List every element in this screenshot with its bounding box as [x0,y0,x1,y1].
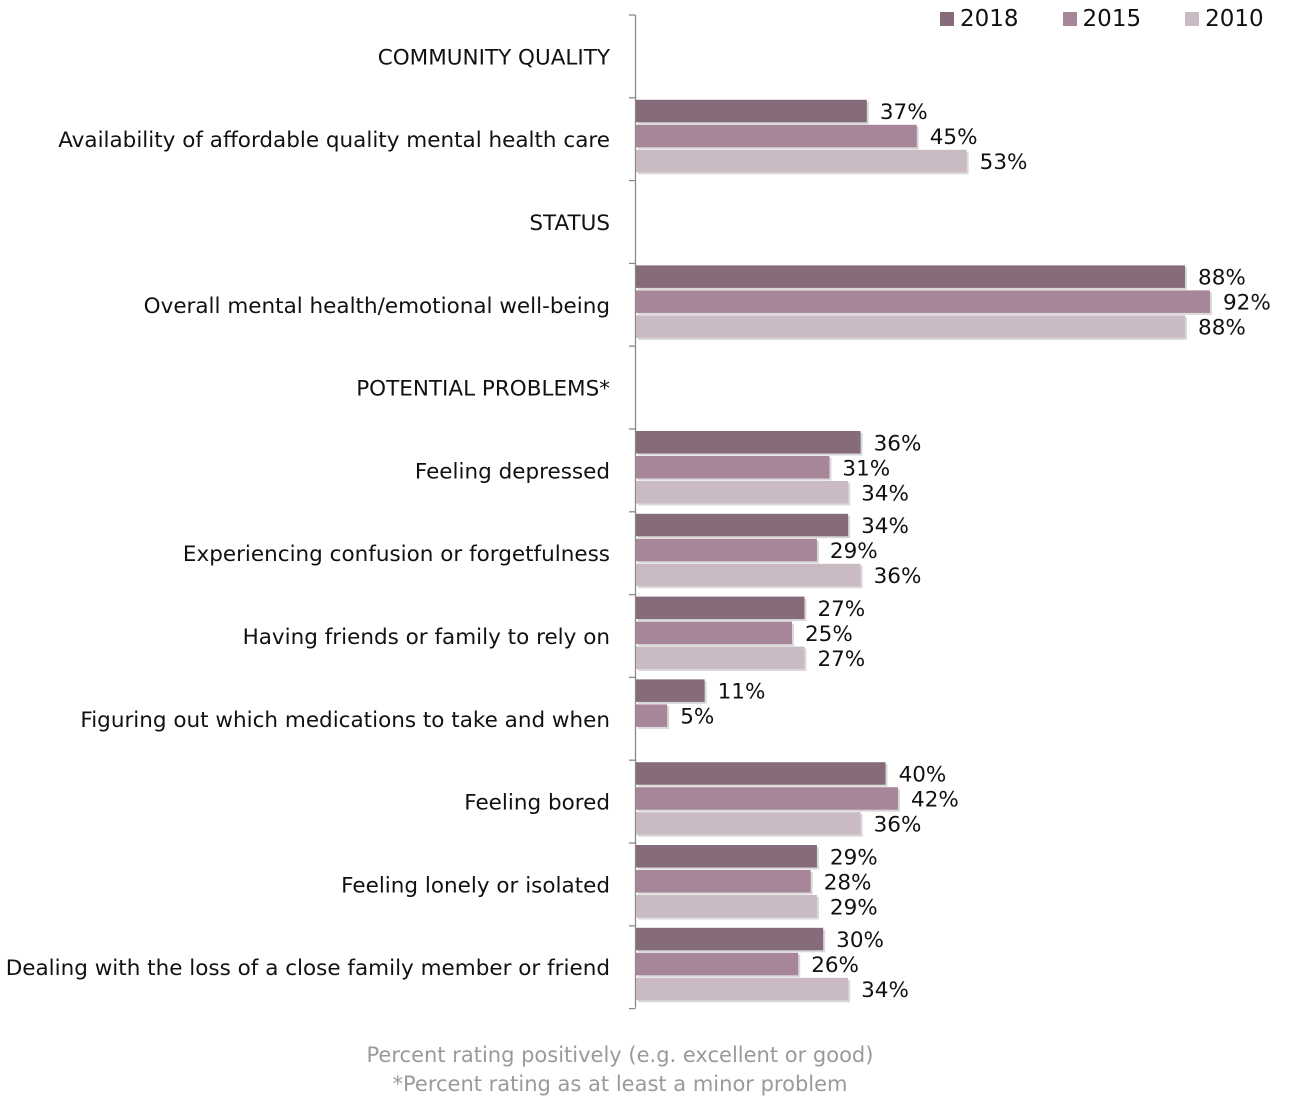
bar-2010 [636,563,861,587]
legend-swatch-2018 [940,12,954,26]
category-label: Experiencing confusion or forgetfulness [183,542,610,567]
legend-swatch-2010 [1185,12,1200,26]
bar-2018 [636,762,886,785]
category-label: Figuring out which medications to take a… [80,708,610,733]
data-label: 5% [680,705,714,730]
legend-label-2010: 2010 [1205,6,1264,32]
bar-2010 [636,481,849,504]
bar-2018 [636,513,849,537]
legend-swatch-2015 [1062,12,1077,26]
section-header: POTENTIAL PROBLEMS* [356,377,610,402]
data-label: 53% [980,150,1028,175]
legend-label-2015: 2015 [1082,6,1142,32]
legend-label-2018: 2018 [960,6,1019,32]
data-label: 36% [874,812,922,837]
footnote-problem: *Percent rating as at least a minor prob… [392,1072,848,1096]
category-label: Feeling bored [464,791,610,816]
bar-2010 [636,149,967,173]
data-label: 45% [930,125,978,150]
legend-item-2015: 2015 [1062,6,1142,32]
bar-2018 [636,99,867,123]
data-label: 36% [874,431,922,456]
bar-2010 [636,646,805,670]
bar-2015 [636,538,817,562]
category-label: Feeling lonely or isolated [341,873,610,898]
data-label: 30% [836,928,884,953]
data-label: 88% [1198,266,1246,291]
bar-2010 [636,812,861,835]
bar-2018 [636,679,705,702]
legend-item-2018: 2018 [940,6,1019,32]
data-label: 88% [1198,316,1246,341]
bar-2015 [636,870,811,893]
data-label: 11% [718,680,766,705]
section-header: COMMUNITY QUALITY [378,45,611,70]
bar-2018 [636,845,817,868]
category-label: Availability of affordable quality menta… [58,128,610,153]
data-label: 27% [817,647,865,672]
data-label: 29% [830,895,878,920]
bar-2018 [636,431,861,454]
legend: 2018 2015 2010 [940,6,1264,32]
category-label: Having friends or family to rely on [243,625,610,650]
data-label: 34% [861,978,909,1003]
data-label: 29% [830,845,878,870]
data-label: 92% [1223,291,1271,316]
category-label: Overall mental health/emotional well-bei… [144,294,610,319]
data-label: 36% [874,564,922,589]
bar-2018 [636,265,1186,288]
data-label: 28% [824,870,872,895]
data-label: 42% [911,787,959,812]
section-header: STATUS [529,211,610,236]
data-label: 37% [880,100,928,125]
data-label: 25% [805,622,853,647]
bar-2015 [636,704,668,727]
bar-2010 [636,895,817,918]
bar-2015 [636,124,917,148]
bar-2018 [636,927,824,951]
bar-2015 [636,952,799,976]
bar-2015 [636,290,1210,313]
data-label: 40% [899,762,947,787]
bar-2010 [636,977,849,1001]
footnote-positive: Percent rating positively (e.g. excellen… [366,1043,874,1067]
data-label: 26% [811,953,859,978]
bar-2018 [636,596,805,620]
bar-2015 [636,456,830,479]
data-label: 34% [861,481,909,506]
data-label: 27% [817,597,865,622]
bar-2010 [636,315,1186,338]
data-label: 31% [842,456,890,481]
bar-2015 [636,621,792,645]
category-label: Feeling depressed [415,459,610,484]
legend-item-2010: 2010 [1185,6,1264,32]
bar-2015 [636,787,899,810]
data-label: 34% [861,514,909,539]
data-label: 29% [830,539,878,564]
category-label: Dealing with the loss of a close family … [6,956,610,981]
